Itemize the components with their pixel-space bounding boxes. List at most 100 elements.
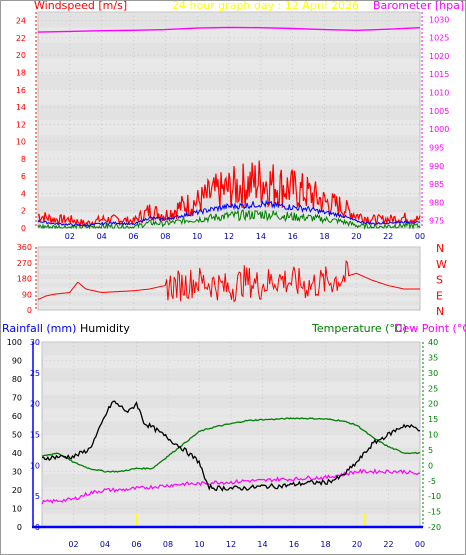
wind-plot-area-stripe bbox=[38, 135, 420, 151]
barometer-tick-label: 1000 bbox=[429, 125, 449, 134]
wind-x-tick-label: 18 bbox=[319, 232, 329, 241]
rainfall-tick-label: 5 bbox=[35, 492, 40, 501]
wind-x-tick-label: 10 bbox=[192, 232, 202, 241]
direction-tick-label: 360 bbox=[17, 243, 32, 252]
direction-tick-label: 0 bbox=[27, 306, 32, 315]
temperature-tick-label: -10 bbox=[428, 492, 441, 501]
barometer-tick-label: 980 bbox=[429, 198, 444, 207]
humidity-tick-label: 100 bbox=[7, 338, 22, 347]
wind-x-tick-label: 08 bbox=[160, 232, 170, 241]
direction-tick-label: 270 bbox=[17, 259, 32, 268]
temperature-tick-label: -15 bbox=[428, 508, 441, 517]
compass-label: N bbox=[436, 242, 444, 255]
direction-tick-label: 90 bbox=[22, 290, 32, 299]
barometer-tick-label: 1030 bbox=[429, 15, 449, 24]
windspeed-tick-label: 20 bbox=[16, 51, 26, 60]
humidity-tick-label: 10 bbox=[12, 505, 22, 514]
rainfall-tick-label: 25 bbox=[30, 369, 40, 378]
wind-x-tick-label: 16 bbox=[288, 232, 298, 241]
rainfall-tick-label: 20 bbox=[30, 400, 40, 409]
windspeed-tick-label: 6 bbox=[21, 172, 26, 181]
rain-humidity-temperature-panel: 0102030405060708090100051015202530-20-15… bbox=[7, 338, 441, 549]
humidity-tick-label: 70 bbox=[12, 394, 22, 403]
humidity-tick-label: 60 bbox=[12, 412, 22, 421]
barometer-tick-label: 1015 bbox=[429, 70, 449, 79]
direction-plot-area-stripe bbox=[38, 274, 420, 279]
climate-x-tick-label: 22 bbox=[383, 540, 393, 549]
wind-x-tick-label: 12 bbox=[224, 232, 234, 241]
compass-label: S bbox=[436, 274, 443, 287]
climate-x-tick-label: 18 bbox=[320, 540, 330, 549]
barometer-tick-label: 1025 bbox=[429, 34, 449, 43]
temperature-tick-label: 40 bbox=[428, 338, 438, 347]
barometer-tick-label: 1005 bbox=[429, 107, 449, 116]
windspeed-tick-label: 16 bbox=[16, 86, 26, 95]
rainfall-axis-title: Rainfall (mm) bbox=[2, 322, 76, 335]
climate-plot-area-stripe bbox=[42, 421, 420, 435]
rainfall-tick-label: 30 bbox=[30, 338, 40, 347]
wind-x-tick-label: 02 bbox=[65, 232, 75, 241]
wind-x-tick-label: 04 bbox=[97, 232, 107, 241]
climate-x-tick-label: 08 bbox=[163, 540, 173, 549]
barometer-tick-label: 1020 bbox=[429, 52, 449, 61]
dew-point-axis-title: Dew Point (°C) bbox=[394, 322, 466, 335]
windspeed-tick-label: 22 bbox=[16, 34, 26, 43]
windspeed-tick-label: 24 bbox=[16, 17, 26, 26]
humidity-tick-label: 40 bbox=[12, 449, 22, 458]
barometer-tick-label: 1010 bbox=[429, 89, 449, 98]
windspeed-axis-title: Windspeed [m/s] bbox=[34, 0, 127, 12]
climate-x-tick-label: 06 bbox=[131, 540, 141, 549]
direction-tick-label: 180 bbox=[17, 275, 32, 284]
climate-x-tick-label: 12 bbox=[226, 540, 236, 549]
humidity-tick-label: 50 bbox=[12, 431, 22, 440]
dew_point-line bbox=[41, 468, 421, 505]
climate-x-tick-label: 04 bbox=[100, 540, 110, 549]
windspeed-tick-label: 0 bbox=[21, 224, 26, 233]
temperature-tick-label: 15 bbox=[428, 415, 438, 424]
climate-x-tick-label: 14 bbox=[257, 540, 267, 549]
temperature-tick-label: 10 bbox=[428, 431, 438, 440]
wind-x-tick-label: 20 bbox=[351, 232, 361, 241]
climate-x-tick-label: 00 bbox=[415, 540, 425, 549]
wind-plot-area-stripe bbox=[38, 12, 420, 28]
windspeed-tick-label: 2 bbox=[21, 207, 26, 216]
climate-plot-area-stripe bbox=[42, 342, 420, 356]
direction-plot-area-stripe bbox=[38, 247, 420, 252]
temperature-tick-label: -5 bbox=[428, 477, 436, 486]
temperature-tick-label: 25 bbox=[428, 384, 438, 393]
humidity-axis-title: Humidity bbox=[80, 322, 130, 335]
compass-label: W bbox=[436, 258, 447, 271]
compass-label: N bbox=[436, 305, 444, 318]
climate-x-tick-label: 16 bbox=[289, 540, 299, 549]
barometer-axis-title: Barometer [hpa] bbox=[373, 0, 464, 12]
temperature-tick-label: -20 bbox=[428, 523, 441, 532]
windspeed-tick-label: 18 bbox=[16, 68, 26, 77]
wind-x-tick-label: 14 bbox=[256, 232, 266, 241]
humidity-tick-label: 30 bbox=[12, 468, 22, 477]
temperature-tick-label: 35 bbox=[428, 353, 438, 362]
wind-barometer-panel: 0246810121416182022249759809859909951000… bbox=[16, 11, 449, 241]
climate-x-tick-label: 20 bbox=[352, 540, 362, 549]
humidity-tick-label: 80 bbox=[12, 375, 22, 384]
direction-plot-area-stripe bbox=[38, 283, 420, 288]
climate-x-tick-label: 10 bbox=[194, 540, 204, 549]
wind-direction-line bbox=[37, 259, 420, 303]
barometer-tick-label: 990 bbox=[429, 162, 444, 171]
barometer-tick-label: 975 bbox=[429, 217, 444, 226]
barometer-line bbox=[37, 26, 421, 33]
chart-title: 24 hour graph day : 12 April 2026 bbox=[172, 0, 359, 12]
temperature-tick-label: 5 bbox=[428, 446, 433, 455]
compass-label: E bbox=[436, 289, 443, 302]
windspeed-tick-label: 12 bbox=[16, 120, 26, 129]
temperature-axis-title: Temperature (°C) bbox=[311, 322, 407, 335]
wind-plot-area-stripe bbox=[38, 42, 420, 59]
gust-line bbox=[37, 160, 421, 228]
climate-x-tick-label: 02 bbox=[68, 540, 78, 549]
wind-plot-area-stripe bbox=[38, 73, 420, 90]
humidity-tick-label: 0 bbox=[17, 523, 22, 532]
windspeed-tick-label: 8 bbox=[21, 155, 26, 164]
humidity-tick-label: 20 bbox=[12, 486, 22, 495]
direction-plot-area-stripe bbox=[38, 292, 420, 297]
